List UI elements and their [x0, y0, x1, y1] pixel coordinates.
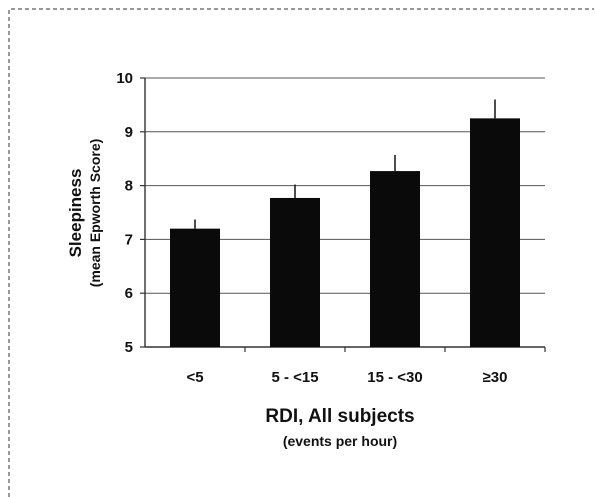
x-tick-label: 15 - <30: [367, 369, 422, 386]
y-tick-label: 8: [125, 178, 133, 195]
y-tick-label: 5: [125, 339, 133, 356]
y-axis-subtitle: (mean Epworth Score): [87, 139, 103, 288]
x-axis-title: RDI, All subjects: [265, 406, 414, 427]
y-tick-label: 10: [116, 70, 133, 87]
x-tick-label: 5 - <15: [271, 369, 318, 386]
bar: [270, 198, 320, 347]
y-tick-label: 9: [125, 124, 133, 141]
y-tick-label: 7: [125, 231, 133, 248]
y-tick-label: 6: [125, 285, 133, 302]
bar: [470, 118, 520, 347]
x-tick-label: <5: [186, 369, 203, 386]
x-tick-label: ≥30: [483, 369, 508, 386]
x-axis-subtitle: (events per hour): [283, 433, 397, 449]
y-axis-title: Sleepiness: [66, 169, 85, 258]
bar: [170, 229, 220, 347]
bars: [170, 100, 520, 347]
bar: [370, 171, 420, 347]
